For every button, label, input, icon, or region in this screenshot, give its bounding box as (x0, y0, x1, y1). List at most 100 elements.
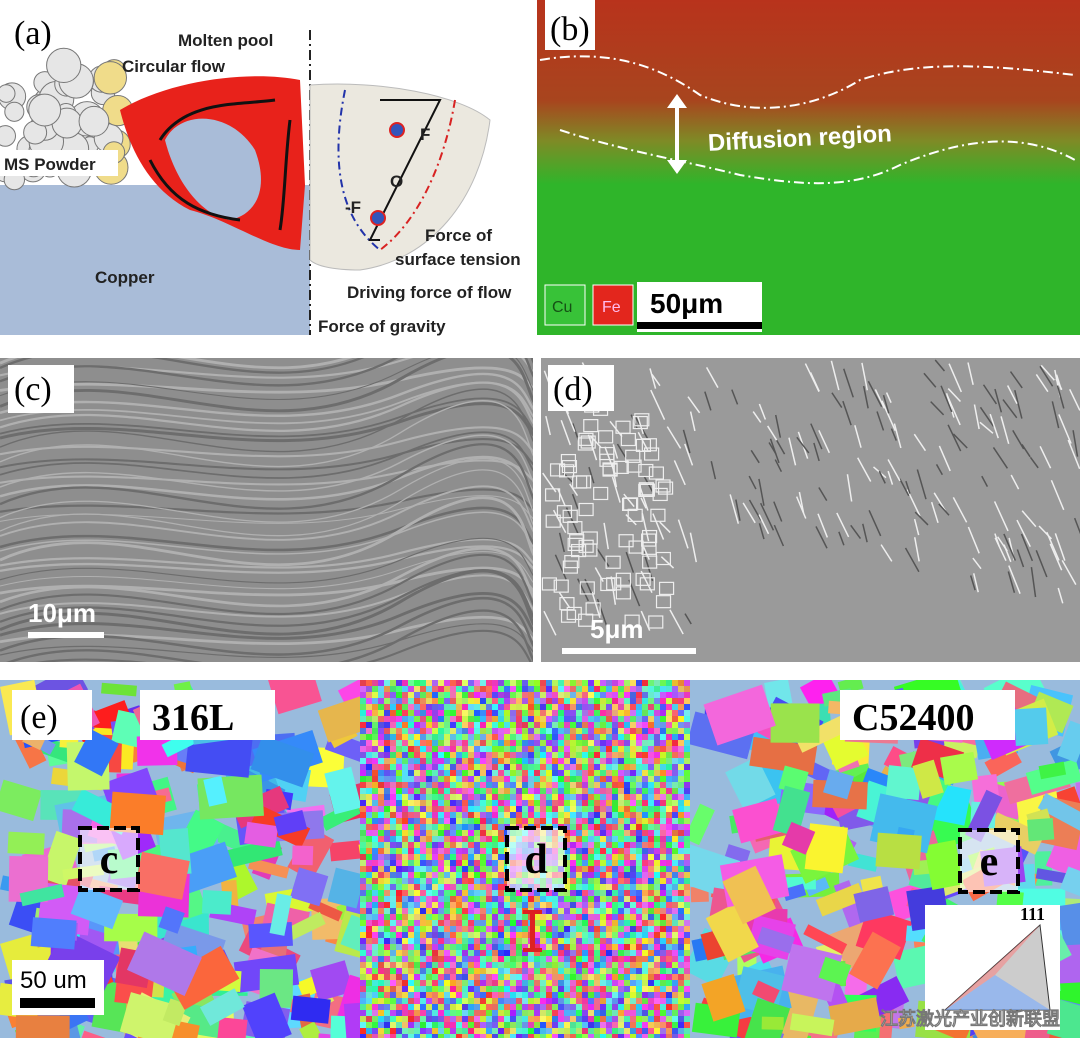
cell (541, 577, 557, 591)
fine-grain (462, 914, 468, 920)
fine-grain (492, 752, 498, 758)
fine-grain (444, 758, 450, 764)
fine-grain (492, 704, 498, 710)
fine-grain (654, 914, 660, 920)
fine-grain (516, 1004, 522, 1010)
scale-bar (562, 648, 696, 654)
fine-grain (516, 788, 522, 794)
dendrite (1058, 414, 1072, 444)
fine-grain (486, 986, 492, 992)
fine-grain (378, 734, 384, 740)
fine-grain (396, 1010, 402, 1016)
fine-grain (372, 854, 378, 860)
fine-grain (468, 962, 474, 968)
fine-grain (600, 878, 606, 884)
fine-grain (624, 986, 630, 992)
fine-grain (570, 884, 576, 890)
grain (940, 751, 979, 786)
fine-grain (486, 824, 492, 830)
fine-grain (414, 950, 420, 956)
fine-grain (486, 800, 492, 806)
fine-grain (360, 938, 366, 944)
fine-grain (468, 800, 474, 806)
fine-grain (444, 1016, 450, 1022)
fine-grain (462, 704, 468, 710)
dendrite (795, 496, 807, 519)
fine-grain (390, 752, 396, 758)
fine-grain (504, 950, 510, 956)
fine-grain (534, 746, 540, 752)
fine-grain (438, 854, 444, 860)
fine-grain (384, 974, 390, 980)
dendrite (596, 547, 610, 567)
fine-grain (498, 908, 504, 914)
fine-grain (486, 980, 492, 986)
grain (1013, 707, 1049, 746)
fine-grain (672, 836, 678, 842)
fine-grain (420, 722, 426, 728)
fine-grain (420, 854, 426, 860)
fine-grain (498, 956, 504, 962)
cell (628, 540, 644, 554)
fine-grain (552, 974, 558, 980)
dendrite (569, 483, 579, 497)
fine-grain (414, 992, 420, 998)
fine-grain (486, 758, 492, 764)
fine-grain (462, 950, 468, 956)
fine-grain (654, 716, 660, 722)
fine-grain (558, 722, 564, 728)
fine-grain (570, 896, 576, 902)
fine-grain (642, 962, 648, 968)
fine-grain (684, 776, 690, 782)
fine-grain (630, 914, 636, 920)
fine-grain (402, 950, 408, 956)
cell (579, 581, 595, 595)
fine-grain (606, 950, 612, 956)
dendrite (979, 421, 994, 434)
fine-grain (498, 764, 504, 770)
fine-grain (534, 728, 540, 734)
dendrite (625, 551, 635, 573)
fine-grain (456, 866, 462, 872)
fine-grain (492, 1034, 498, 1038)
material-label: 316L (152, 697, 234, 739)
fine-grain (606, 752, 612, 758)
fine-grain (402, 1016, 408, 1022)
fine-grain (684, 782, 690, 788)
fine-grain (402, 788, 408, 794)
fine-grain (594, 698, 600, 704)
fine-grain (540, 770, 546, 776)
fine-grain (672, 680, 678, 686)
fine-grain (438, 956, 444, 962)
fine-grain (564, 722, 570, 728)
fine-grain (444, 692, 450, 698)
fine-grain (540, 680, 546, 686)
fine-grain (618, 938, 624, 944)
fine-grain (390, 992, 396, 998)
fine-grain (534, 1004, 540, 1010)
fine-grain (468, 974, 474, 980)
fine-grain (426, 878, 432, 884)
fine-grain (450, 860, 456, 866)
fine-grain (612, 914, 618, 920)
fine-grain (468, 1004, 474, 1010)
fine-grain (504, 698, 510, 704)
fine-grain (678, 974, 684, 980)
annotation: Molten pool (178, 31, 273, 50)
fine-grain (510, 908, 516, 914)
fine-grain (450, 698, 456, 704)
fine-grain (654, 728, 660, 734)
fine-grain (666, 854, 672, 860)
fine-grain (462, 992, 468, 998)
fine-grain (498, 788, 504, 794)
fine-grain (672, 1028, 678, 1034)
fine-grain (588, 1028, 594, 1034)
fine-grain (618, 830, 624, 836)
fine-grain (426, 908, 432, 914)
fine-grain (552, 896, 558, 902)
dendrite (758, 514, 770, 535)
fine-grain (432, 926, 438, 932)
fine-grain (444, 680, 450, 686)
fine-grain (678, 1010, 684, 1016)
fine-grain (684, 746, 690, 752)
